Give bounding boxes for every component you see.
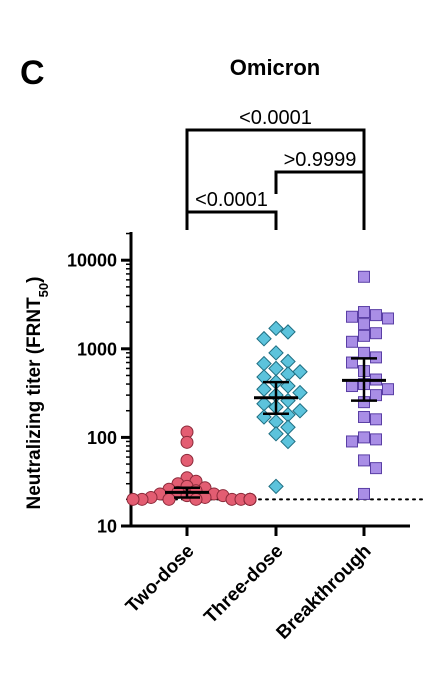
square-point: [358, 454, 370, 467]
square-point: [382, 312, 394, 325]
circle-point: [126, 492, 140, 506]
diamond-point: [268, 425, 284, 442]
square-point: [358, 346, 370, 359]
circle-point: [243, 492, 257, 506]
square-point: [370, 462, 382, 475]
diamond-point: [280, 324, 296, 340]
square-point: [358, 329, 370, 342]
y-tick-label: 100: [87, 428, 117, 448]
square-point: [370, 413, 382, 426]
y-axis-label-main: Neutralizing titer (FRNT: [24, 297, 45, 510]
square-point: [346, 335, 358, 348]
diamond-point: [292, 402, 308, 419]
y-tick-label: 1000: [77, 339, 117, 359]
diamond-point: [256, 381, 272, 397]
comparison-p-value: <0.0001: [195, 189, 268, 211]
square-point: [358, 431, 370, 444]
circle-point: [189, 492, 203, 506]
data-points: [126, 270, 394, 506]
diamond-point: [292, 364, 308, 380]
diamond-point: [256, 330, 272, 347]
comparison-bracket: [185, 210, 278, 230]
square-point: [370, 327, 382, 340]
diamond-point: [268, 478, 284, 495]
y-tick-label: 10: [97, 517, 117, 537]
square-point: [370, 433, 382, 446]
square-point: [382, 383, 394, 396]
diamond-point: [292, 384, 308, 401]
square-point: [358, 306, 370, 319]
square-point: [346, 356, 358, 369]
diamond-point: [268, 320, 284, 337]
y-axis-label-subscript: 50: [36, 283, 51, 297]
x-tick-label: Breakthrough: [273, 541, 376, 644]
square-point: [346, 310, 358, 323]
diamond-point: [280, 419, 296, 436]
y-axis-label-end: ): [24, 277, 45, 283]
diamond-point: [256, 395, 272, 412]
diamond-point: [268, 345, 284, 361]
circle-point: [162, 492, 176, 506]
diamond-point: [256, 369, 272, 385]
y-axis-label: Neutralizing titer (FRNT50): [24, 277, 51, 510]
square-point: [346, 435, 358, 448]
square-point: [346, 380, 358, 393]
summary-bars: [165, 357, 386, 499]
chart-title: Omicron: [230, 55, 320, 80]
comparison-bracket: [274, 170, 366, 230]
diamond-point: [256, 355, 272, 372]
square-point: [358, 410, 370, 423]
panel-label: C: [20, 54, 45, 92]
circle-point: [180, 453, 194, 467]
square-point: [370, 309, 382, 322]
diamond-point: [280, 433, 296, 450]
diamond-point: [268, 360, 284, 377]
y-tick-label: 10000: [67, 251, 117, 271]
square-point: [358, 487, 370, 500]
square-point: [370, 389, 382, 402]
comparison-p-value: >0.9999: [284, 149, 357, 171]
diamond-point: [280, 366, 296, 382]
diamond-point: [268, 414, 284, 430]
significance-brackets: <0.0001 >0.9999 <0.0001: [185, 107, 366, 230]
square-point: [358, 270, 370, 283]
circle-point: [180, 435, 194, 449]
x-tick-label: Three-dose: [200, 541, 287, 628]
x-tick-label: Two-dose: [122, 541, 199, 618]
diamond-point: [280, 353, 296, 370]
comparison-p-value: <0.0001: [239, 107, 312, 129]
square-point: [358, 318, 370, 331]
